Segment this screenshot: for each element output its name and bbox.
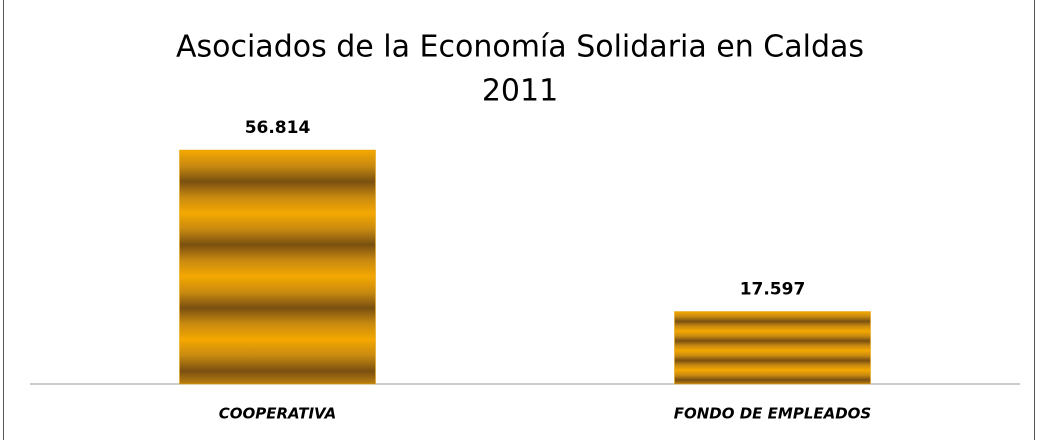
x-tick-label: COOPERATIVA <box>219 405 337 423</box>
bar <box>674 311 871 385</box>
value-label: 56.814 <box>245 118 311 138</box>
bar <box>179 149 376 385</box>
chart-frame <box>3 0 1035 440</box>
value-label: 17.597 <box>740 280 806 300</box>
x-tick-label: FONDO DE EMPLEADOS <box>674 405 871 423</box>
chart-title: Asociados de la Economía Solidaria en Ca… <box>176 30 864 65</box>
chart-subtitle: 2011 <box>482 74 558 109</box>
